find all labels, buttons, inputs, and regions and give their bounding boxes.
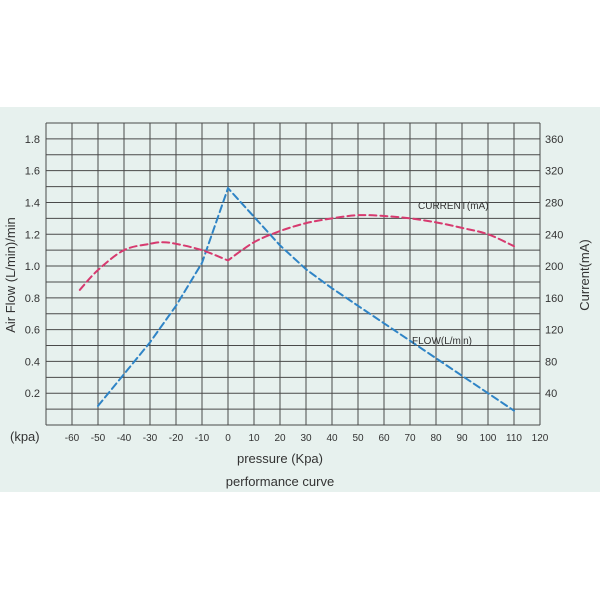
y-right-tick-label: 80 xyxy=(545,356,557,368)
x-tick-label: 90 xyxy=(456,433,468,444)
y-right-tick-label: 120 xyxy=(545,325,563,337)
y-right-tick-label: 240 xyxy=(545,229,563,241)
y-left-tick-label: 1.4 xyxy=(25,197,40,209)
y-left-tick-label: 1.8 xyxy=(25,134,40,146)
x-axis-title: pressure (Kpa) xyxy=(237,451,323,466)
x-tick-label: 30 xyxy=(300,433,312,444)
x-tick-label: -20 xyxy=(169,433,184,444)
y-left-tick-label: 0.6 xyxy=(25,325,40,337)
x-tick-label: 0 xyxy=(225,433,231,444)
y-left-tick-label: 1.2 xyxy=(25,229,40,241)
y-left-tick-label: 0.8 xyxy=(25,293,40,305)
y-left-tick-label: 1.6 xyxy=(25,166,40,178)
x-tick-label: 60 xyxy=(378,433,390,444)
y-right-tick-label: 160 xyxy=(545,293,563,305)
x-tick-label: -50 xyxy=(91,433,106,444)
x-tick-label: 50 xyxy=(352,433,364,444)
x-tick-label: 10 xyxy=(248,433,260,444)
current-series-line xyxy=(78,214,515,291)
y-left-tick-label: 1.0 xyxy=(25,261,40,273)
flow-series-line xyxy=(97,186,515,412)
left-axis-title: Air Flow (L/min)/min xyxy=(3,217,18,333)
y-right-tick-label: 200 xyxy=(545,261,563,273)
x-tick-label: -10 xyxy=(195,433,210,444)
y-right-tick-label: 280 xyxy=(545,197,563,209)
x-tick-label: 70 xyxy=(404,433,416,444)
y-left-tick-label: 0.4 xyxy=(25,356,40,368)
x-tick-label: 100 xyxy=(480,433,497,444)
series-lines xyxy=(78,186,515,412)
y-right-tick-label: 40 xyxy=(545,388,557,400)
x-tick-label: 110 xyxy=(506,433,522,444)
x-tick-label: 80 xyxy=(430,433,442,444)
y-right-tick-label: 360 xyxy=(545,134,563,146)
series-label-flow: FLOW(L/min) xyxy=(412,336,472,347)
x-unit-label: (kpa) xyxy=(10,429,40,444)
x-tick-label: 20 xyxy=(274,433,286,444)
y-right-tick-label: 320 xyxy=(545,166,563,178)
x-tick-label: 40 xyxy=(326,433,338,444)
y-left-tick-label: 0.2 xyxy=(25,388,40,400)
x-tick-label: -60 xyxy=(65,433,80,444)
x-tick-label: 120 xyxy=(532,433,549,444)
x-axis-ticks: -60 -50 -40 -30 -20 -10 0 10 20 30 40 50 60 70 80 90 100… xyxy=(65,433,549,444)
chart-title: performance curve xyxy=(226,474,334,489)
right-axis-title: Current(mA) xyxy=(577,239,592,311)
grid xyxy=(45,122,541,426)
left-axis-ticks: 1.8 1.6 1.4 1.2 1.0 0.8 0.6 0.4 0.2 xyxy=(25,134,40,400)
x-tick-label: -30 xyxy=(143,433,158,444)
right-axis-ticks: 360 320 280 240 200 160 120 80 40 xyxy=(545,134,563,400)
series-label-current: CURRENT(mA) xyxy=(418,201,489,212)
x-tick-label: -40 xyxy=(117,433,132,444)
